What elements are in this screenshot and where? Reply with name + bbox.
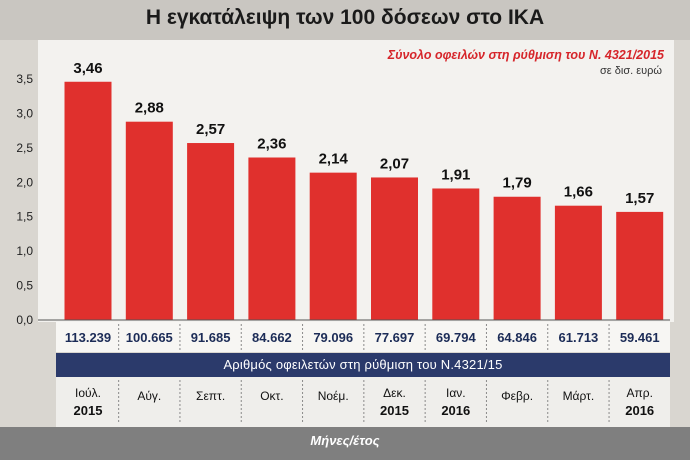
bar-value-label: 1,79 [502,175,531,192]
x-tick-month: Ιαν. [446,386,466,400]
x-tick-month: Φεβρ. [501,389,533,403]
debtor-count: 91.685 [191,330,231,345]
x-tick-month: Ιούλ. [75,386,101,400]
x-tick-year: 2015 [380,403,409,418]
bar [432,188,480,320]
x-tick-month: Απρ. [626,386,652,400]
bar [125,121,173,320]
y-tick-label: 1,5 [16,210,33,224]
month-band [56,377,670,427]
debtor-count: 64.846 [497,330,537,345]
debtor-count: 77.697 [375,330,415,345]
debtor-count: 84.662 [252,330,292,345]
x-axis-title: Μήνες/έτος [0,427,690,460]
y-tick-label: 3,5 [16,72,33,86]
legend-series-label: Σύνολο οφειλών στη ρύθμιση του Ν. 4321/2… [387,48,664,62]
bar-value-label: 2,57 [196,121,225,138]
title-band [0,0,690,40]
debtor-count: 79.096 [313,330,353,345]
debtor-count: 61.713 [559,330,599,345]
bar-value-label: 1,66 [564,184,593,201]
debtors-label: Αριθμός οφειλετών στη ρύθμιση του Ν.4321… [56,353,670,377]
x-tick-month: Οκτ. [260,389,283,403]
bar [616,211,664,320]
debtor-count: 113.239 [65,330,111,345]
x-tick-month: Σεπτ. [196,389,225,403]
x-tick-month: Νοέμ. [318,389,349,403]
y-tick-label: 2,0 [16,175,33,189]
y-tick-label: 0,5 [16,279,33,293]
debtor-count-band [56,322,670,352]
bar [248,157,296,320]
debtor-count: 59.461 [620,330,660,345]
debtor-count: 69.794 [436,330,477,345]
bar [371,177,418,320]
y-tick-label: 0,0 [16,313,33,327]
x-tick-month: Δεκ. [383,386,406,400]
bar-value-label: 1,57 [625,190,654,207]
bar-value-label: 2,14 [319,151,349,168]
bar-value-label: 3,46 [73,60,102,77]
bar [493,196,541,320]
debtor-count: 100.665 [126,330,173,345]
bar-value-label: 2,36 [257,135,286,152]
x-tick-year: 2015 [74,403,103,418]
x-tick-month: Αύγ. [137,389,161,403]
bar-value-label: 1,91 [441,166,470,183]
y-tick-label: 2,5 [16,141,33,155]
bar-value-label: 2,88 [135,100,164,117]
bar [187,143,235,320]
x-tick-year: 2016 [625,403,654,418]
bar [554,205,602,320]
chart-title: Η εγκατάλειψη των 100 δόσεων στο ΙΚΑ [145,6,545,29]
unit-note: σε δισ. ευρώ [600,65,662,77]
x-tick-month: Μάρτ. [563,389,595,403]
bar-value-label: 2,07 [380,155,409,172]
y-tick-label: 3,0 [16,106,33,120]
bar [309,172,357,320]
x-tick-year: 2016 [441,403,470,418]
y-tick-label: 1,0 [16,244,33,258]
bar [64,81,112,320]
